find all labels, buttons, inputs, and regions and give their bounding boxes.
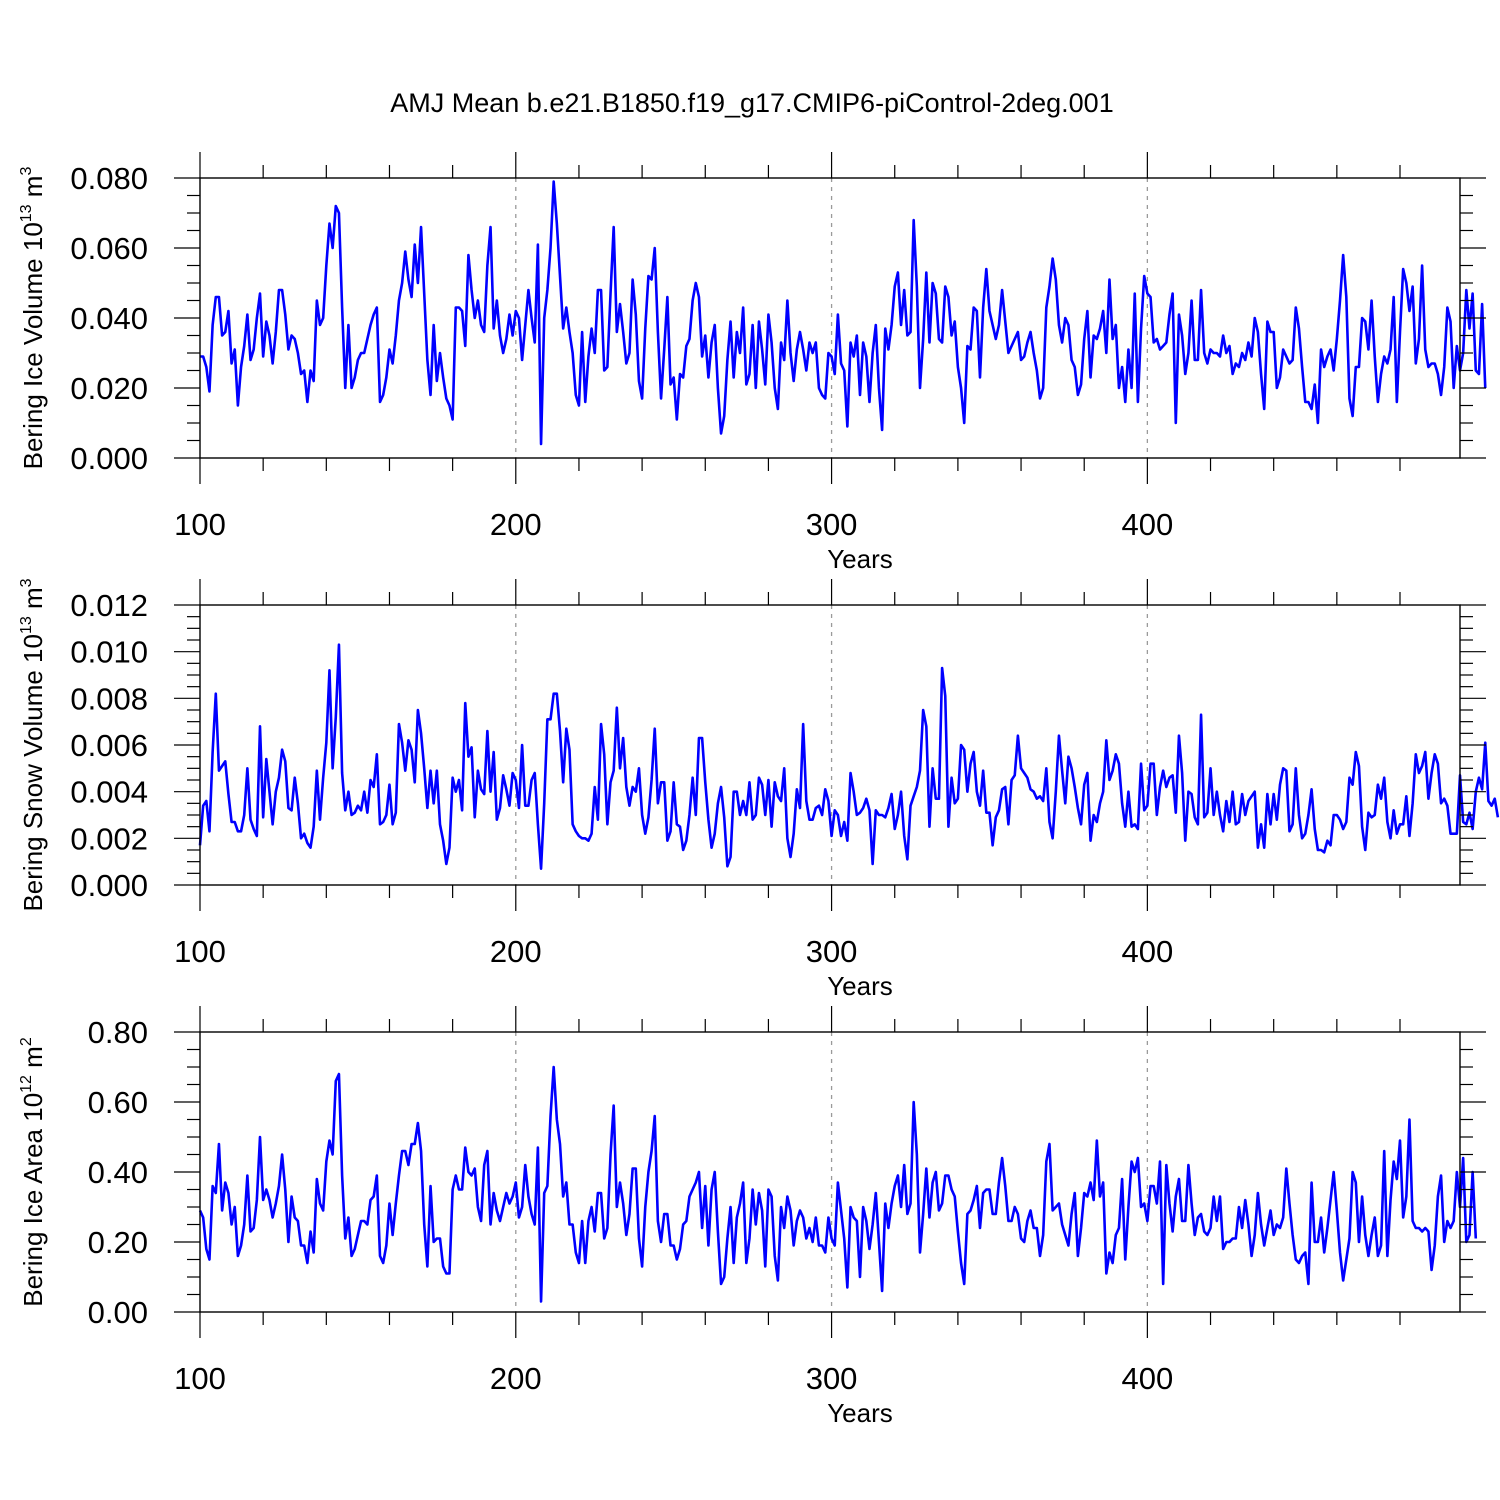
x-ticks [199, 152, 1401, 484]
y-tick-label: 0.010 [70, 635, 148, 670]
x-tick-label: 300 [806, 934, 858, 969]
y-tick-label: 0.060 [70, 231, 148, 266]
y-axis-label-unit-exponent: 3 [18, 167, 35, 176]
x-ticks [199, 579, 1401, 911]
y-axis-label: Bering Snow Volume 1013 m3 [18, 578, 48, 911]
y-ticks [174, 604, 1486, 886]
y-axis-label-main: Bering Snow Volume 10 [18, 634, 48, 912]
series-line [200, 180, 1487, 446]
y-ticks [174, 1031, 1486, 1313]
y-axis-label-unit-exponent: 3 [18, 578, 35, 587]
x-tick-label: 200 [490, 934, 542, 969]
panel-1: 100 200 300 400 0.000 0.020 0.040 0.060 0.080 Yea… [18, 152, 1487, 574]
x-axis-label: Years [827, 971, 893, 1001]
y-tick-label: 0.020 [70, 371, 148, 406]
x-tick-label: 400 [1122, 934, 1174, 969]
y-tick-label: 0.008 [70, 681, 148, 716]
x-ticks [199, 1006, 1401, 1338]
y-axis-label-unit: m [18, 587, 48, 616]
y-axis-label-exponent: 13 [18, 204, 35, 222]
y-tick-label: 0.20 [88, 1225, 148, 1260]
plot-frame [199, 1031, 1461, 1313]
y-tick-label: 0.002 [70, 821, 148, 856]
y-axis-label-unit: m [18, 176, 48, 205]
x-axis-label: Years [827, 544, 893, 574]
figure-title: AMJ Mean b.e21.B1850.f19_g17.CMIP6-piCon… [390, 88, 1113, 118]
panel-2: 100 200 300 400 0.000 0.002 0.004 0.006 0.008 0.0… [18, 578, 1500, 1001]
x-tick-label: 300 [806, 507, 858, 542]
y-tick-label: 0.60 [88, 1085, 148, 1120]
y-tick-label: 0.80 [88, 1015, 148, 1050]
y-tick-label: 0.006 [70, 728, 148, 763]
y-tick-label: 0.40 [88, 1155, 148, 1190]
y-axis-label-main: Bering Ice Area 10 [18, 1093, 48, 1307]
y-axis-label-unit-exponent: 2 [18, 1037, 35, 1046]
y-axis-label-unit: m [18, 1046, 48, 1075]
x-tick-label: 400 [1122, 507, 1174, 542]
y-axis-label-exponent: 12 [18, 1075, 35, 1093]
plot-frame [199, 177, 1461, 459]
x-tick-label: 400 [1122, 1361, 1174, 1396]
y-axis-label: Bering Ice Volume 1013 m3 [18, 167, 48, 470]
x-tick-label: 100 [174, 934, 226, 969]
y-axis-label-main: Bering Ice Volume 10 [18, 222, 48, 469]
x-tick-label: 100 [174, 1361, 226, 1396]
y-tick-label: 0.00 [88, 1295, 148, 1330]
x-tick-label: 300 [806, 1361, 858, 1396]
panel-3: 100 200 300 400 0.00 0.20 0.40 0.60 0.80 Years Ber… [18, 1006, 1486, 1428]
series-line [198, 643, 1500, 870]
y-ticks [174, 177, 1486, 459]
y-tick-label: 0.000 [70, 441, 148, 476]
x-axis-label: Years [827, 1398, 893, 1428]
y-axis-label-exponent: 13 [18, 616, 35, 634]
y-tick-label: 0.040 [70, 301, 148, 336]
y-tick-label: 0.004 [70, 775, 148, 810]
y-tick-label: 0.012 [70, 588, 148, 623]
plot-frame [199, 604, 1461, 886]
x-tick-label: 100 [174, 507, 226, 542]
y-tick-label: 0.000 [70, 868, 148, 903]
panels: 100 200 300 400 0.000 0.020 0.040 0.060 0.080 Yea… [18, 152, 1500, 1428]
series-line [198, 1065, 1478, 1303]
x-tick-label: 200 [490, 507, 542, 542]
x-tick-label: 200 [490, 1361, 542, 1396]
y-tick-label: 0.080 [70, 161, 148, 196]
y-axis-label: Bering Ice Area 1012 m2 [18, 1037, 48, 1307]
